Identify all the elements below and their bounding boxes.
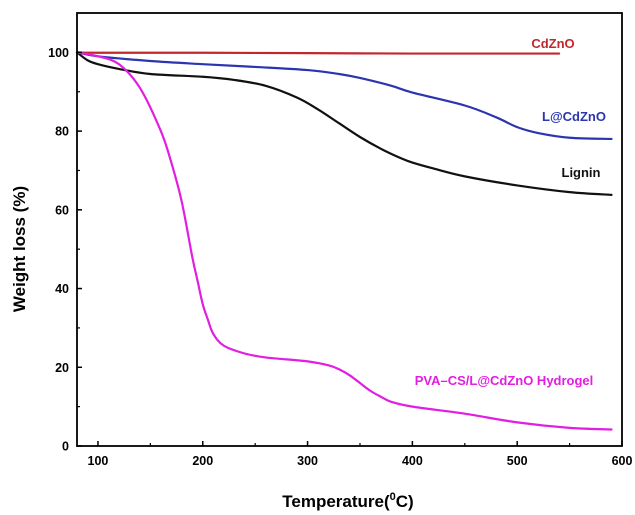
y-tick-label: 100 xyxy=(48,46,69,60)
y-tick-label: 0 xyxy=(62,440,69,454)
series-label-pva-cs-hydrogel: PVA–CS/L@CdZnO Hydrogel xyxy=(415,373,594,388)
series-line-lignin xyxy=(75,51,613,196)
axes-frame xyxy=(76,12,623,447)
y-tick-label: 20 xyxy=(55,361,69,375)
axis-ticks: 100 200 300 400 500 600 0 20 40 60 80 100 xyxy=(48,46,632,468)
y-tick-label: 60 xyxy=(55,203,69,217)
series-line-cdzno xyxy=(75,51,561,55)
x-tick-label: 500 xyxy=(507,454,528,468)
series-label-lignin: Lignin xyxy=(562,165,601,180)
plot-frame xyxy=(76,12,623,447)
x-tick-label: 400 xyxy=(402,454,423,468)
series-label-cdzno: CdZnO xyxy=(531,36,574,51)
x-tick-label: 300 xyxy=(297,454,318,468)
plot-area xyxy=(75,51,613,431)
series-labels: CdZnO L@CdZnO Lignin PVA–CS/L@CdZnO Hydroge… xyxy=(415,36,606,388)
x-tick-label: 600 xyxy=(612,454,633,468)
series-line-l-cdzno xyxy=(75,51,613,141)
y-tick-label: 80 xyxy=(55,125,69,139)
series-line-pva-cs-hydrogel xyxy=(75,51,613,431)
y-tick-label: 40 xyxy=(55,282,69,296)
x-tick-label: 200 xyxy=(192,454,213,468)
x-axis-title: Temperature(0C) xyxy=(282,491,413,511)
x-tick-label: 100 xyxy=(88,454,109,468)
y-axis-title: Weight loss (%) xyxy=(10,186,29,312)
series-label-l-cdzno: L@CdZnO xyxy=(542,109,606,124)
